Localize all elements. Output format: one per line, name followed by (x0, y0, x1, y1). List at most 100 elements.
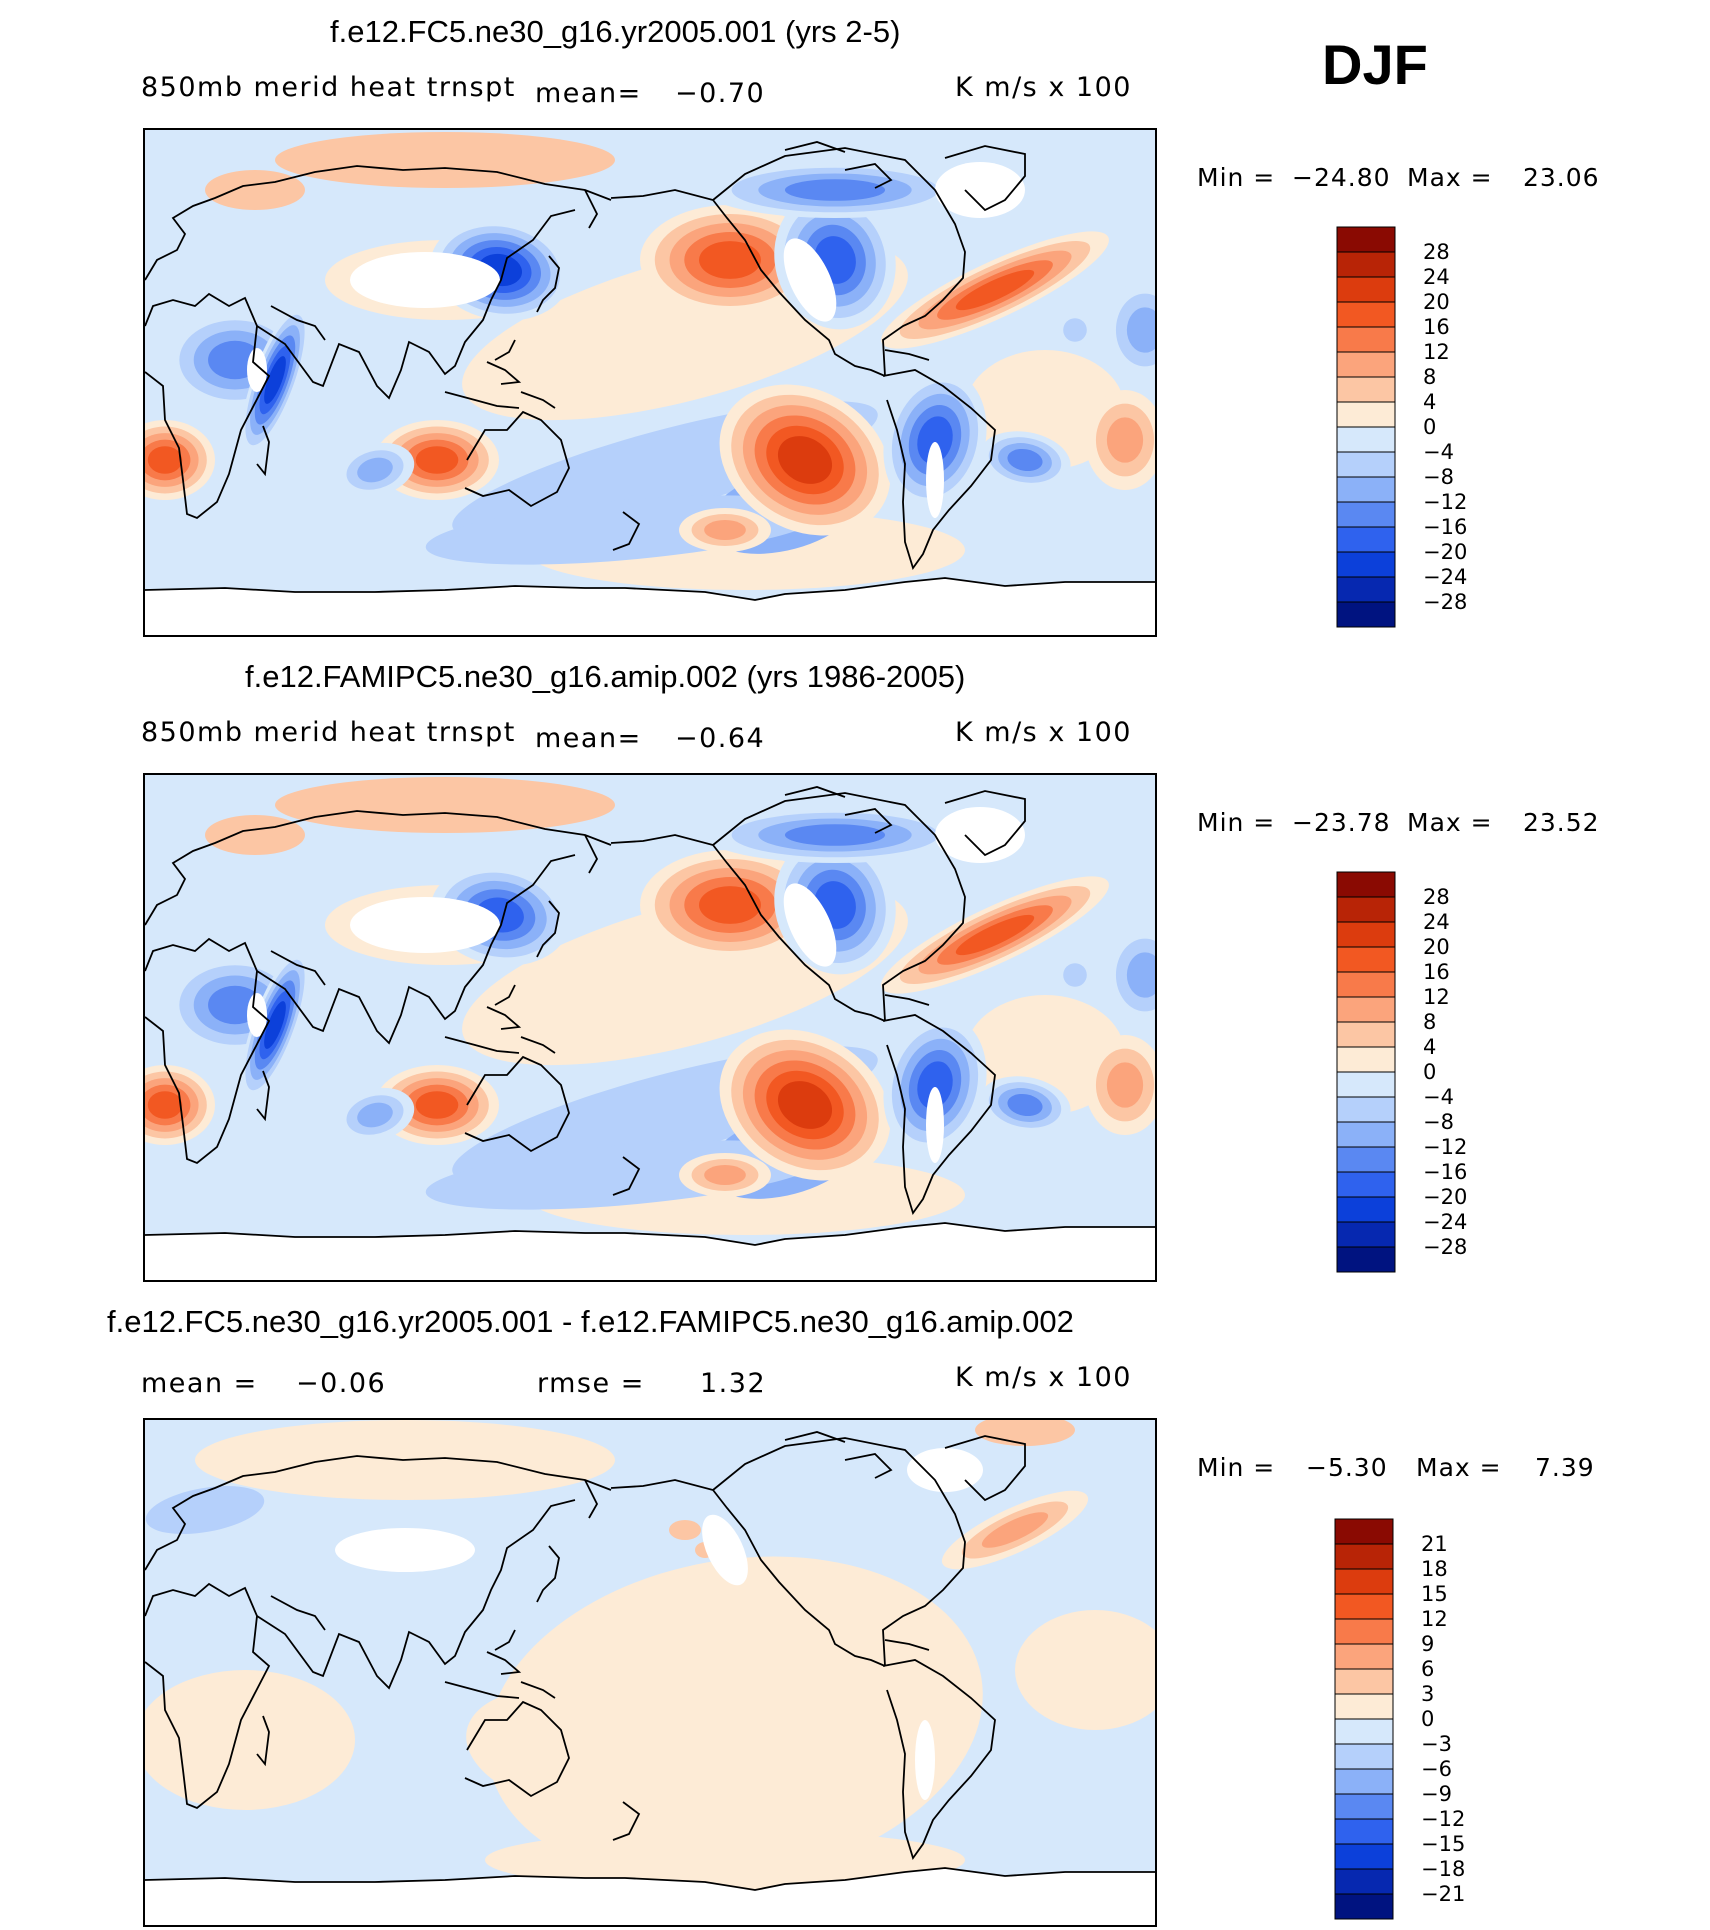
missing-data-area (907, 1448, 983, 1492)
colorbar-swatch (1334, 1693, 1394, 1720)
field-contour (147, 1091, 183, 1119)
colorbar-tick-label: 0 (1423, 1060, 1436, 1084)
colorbar-swatch (1336, 971, 1396, 998)
colorbar-tick-label: 3 (1421, 1682, 1434, 1706)
colorbar-tick-label: −16 (1423, 1160, 1467, 1184)
coastline (882, 1659, 996, 1861)
field-contour (1126, 952, 1155, 998)
coastline (494, 984, 516, 1006)
panel-3-min-label: Min = (1197, 1453, 1276, 1482)
panel-2-title: f.e12.FAMIPC5.ne30_g16.amip.002 (yrs 198… (245, 659, 966, 694)
coastline (882, 369, 996, 571)
colorbar-tick-label: 24 (1423, 910, 1450, 934)
field-contour (784, 179, 886, 201)
field-contour (699, 241, 761, 279)
field-contour (264, 1001, 286, 1049)
colorbar-swatch (1336, 1221, 1396, 1248)
field-contour (1106, 417, 1144, 463)
colorbar-tick-label: −8 (1423, 1110, 1454, 1134)
colorbar-tick-label: 8 (1423, 1010, 1436, 1034)
coastline (520, 1036, 556, 1054)
colorbar-swatch (1334, 1868, 1394, 1895)
colorbar-tick-label: −4 (1423, 440, 1454, 464)
colorbar-tick-label: −6 (1421, 1757, 1452, 1781)
colorbar-swatch (1336, 1096, 1396, 1123)
coastline (145, 577, 1155, 601)
panel-3-rmse-label: rmse = (537, 1368, 645, 1399)
coastline (536, 1545, 560, 1603)
field-contour (205, 815, 305, 855)
colorbar-swatch (1336, 1121, 1396, 1148)
colorbar-swatch (1336, 1246, 1396, 1273)
panel-3-map (143, 1418, 1157, 1927)
colorbar-tick-label: −16 (1423, 515, 1467, 539)
coastline (610, 834, 886, 1022)
colorbar-swatch (1336, 1046, 1396, 1073)
coastline (612, 1156, 641, 1196)
colorbar-tick-label: 4 (1423, 390, 1436, 414)
coastline (612, 511, 641, 551)
colorbar-tick-label: −12 (1421, 1807, 1465, 1831)
missing-data-area (247, 348, 267, 392)
field-contour (205, 170, 305, 210)
coastline (784, 786, 846, 798)
coastline (536, 900, 560, 958)
panel-2-min-label: Min = (1197, 808, 1276, 837)
field-contour (1106, 1062, 1144, 1108)
coastline (256, 425, 270, 477)
missing-data-area (783, 238, 837, 322)
field-contour (777, 436, 833, 484)
coastline (882, 1014, 996, 1216)
coastline (584, 189, 599, 229)
panel-1-mean-value: −0.70 (675, 78, 766, 109)
coastline (944, 1435, 1026, 1502)
field-contour (1063, 318, 1087, 342)
field-contour (145, 1670, 355, 1810)
panel-1-title: f.e12.FC5.ne30_g16.yr2005.001 (yrs 2-5) (330, 14, 901, 49)
missing-data-area (926, 1087, 944, 1163)
field-contour (415, 1091, 459, 1119)
field-contour (275, 777, 615, 833)
coastline (844, 1453, 893, 1479)
colorbar-swatch (1336, 896, 1396, 923)
colorbar-swatch (1336, 1071, 1396, 1098)
coastline (256, 1499, 576, 1690)
coastline (584, 834, 599, 874)
colorbar-swatch (1336, 921, 1396, 948)
field-contour (777, 1081, 833, 1129)
coastline (256, 854, 576, 1045)
panel-2-variable: 850mb merid heat trnspt (141, 717, 516, 748)
panel-1-variable: 850mb merid heat trnspt (141, 72, 516, 103)
coastline (444, 391, 520, 409)
missing-data-area (350, 252, 500, 308)
coastline (145, 292, 271, 520)
coastline (944, 790, 1026, 857)
field-contour (955, 914, 1035, 956)
coastline (464, 410, 570, 508)
colorbar-tick-label: 24 (1423, 265, 1450, 289)
colorbar-tick-label: 0 (1423, 415, 1436, 439)
colorbar-tick-label: 12 (1421, 1607, 1448, 1631)
colorbar-tick-label: −15 (1421, 1832, 1465, 1856)
colorbar-tick-label: −20 (1423, 540, 1467, 564)
colorbar-swatch (1334, 1718, 1394, 1745)
season-label: DJF (1322, 33, 1428, 96)
colorbar-tick-label: −12 (1423, 1135, 1467, 1159)
colorbar-tick-label: −12 (1423, 490, 1467, 514)
colorbar-swatch (1336, 326, 1396, 353)
coastline (494, 1629, 516, 1651)
field-contour (917, 1061, 953, 1109)
colorbar-swatch (1336, 871, 1396, 898)
colorbar-swatch (1334, 1818, 1394, 1845)
colorbar-tick-label: 18 (1421, 1557, 1448, 1581)
field-contour (981, 1512, 1049, 1548)
coastline (145, 1222, 1155, 1246)
panel-3-rmse-value: 1.32 (700, 1368, 767, 1399)
colorbar-tick-label: 6 (1421, 1657, 1434, 1681)
panel-3-mean-value: −0.06 (296, 1368, 387, 1399)
coastline (145, 1867, 1155, 1891)
colorbar-swatch (1334, 1768, 1394, 1795)
colorbar-swatch (1334, 1668, 1394, 1695)
colorbar-swatch (1336, 1146, 1396, 1173)
